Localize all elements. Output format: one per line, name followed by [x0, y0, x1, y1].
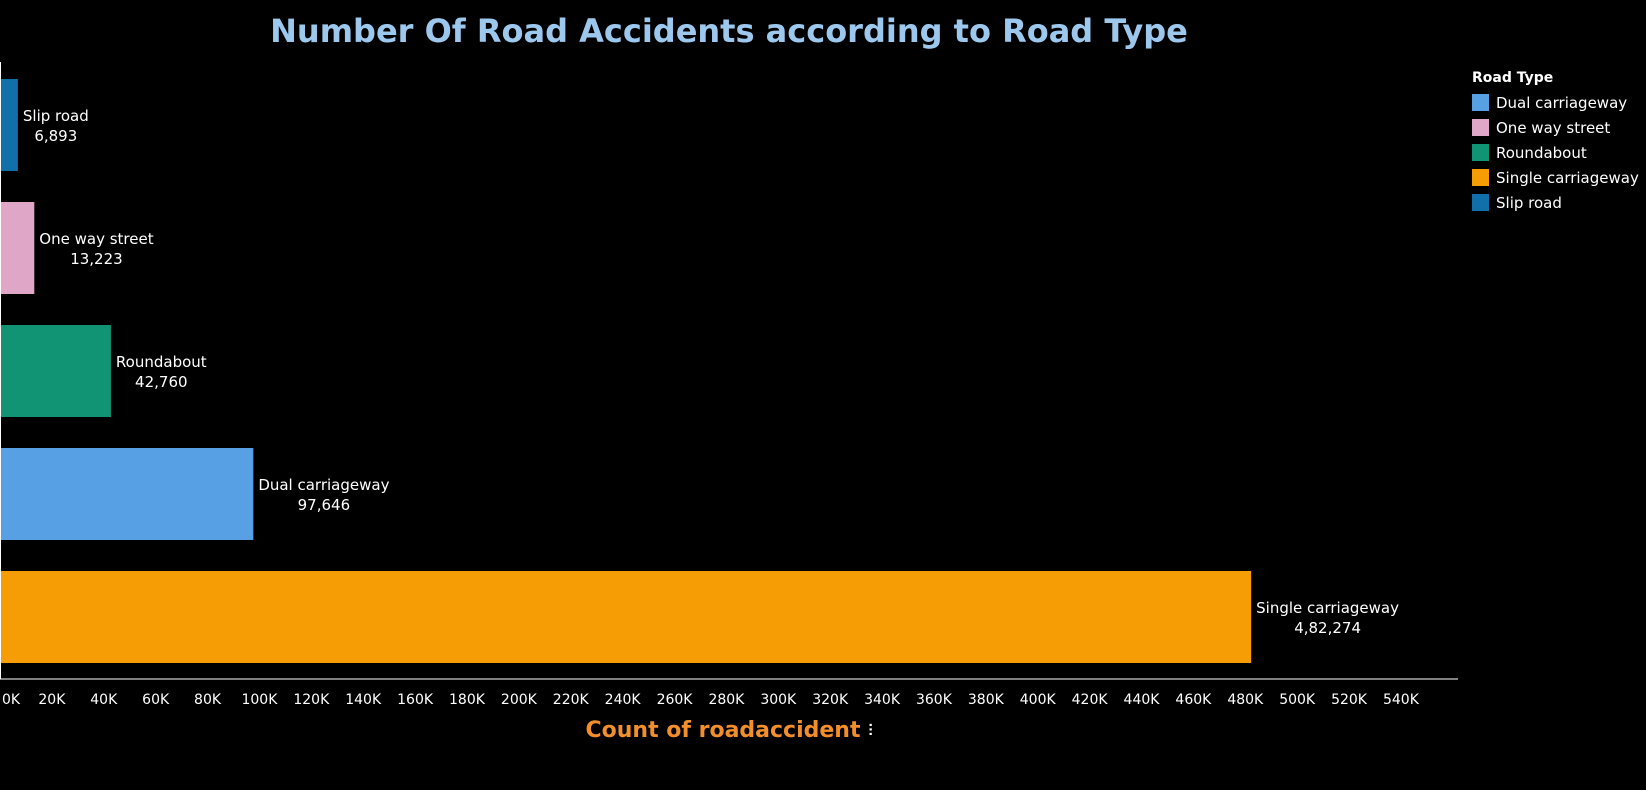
x-tick-label: 380K [968, 692, 1005, 708]
x-tick-label: 260K [657, 692, 694, 708]
bar-single-carriageway[interactable] [0, 571, 1252, 663]
legend-label: Slip road [1496, 193, 1562, 212]
x-tick-label: 60K [142, 692, 170, 708]
sort-descending-icon[interactable]: ⫶ [868, 721, 873, 740]
x-tick-label: 0K [2, 692, 21, 708]
legend-swatch [1472, 169, 1489, 186]
bar-label-value: 4,82,274 [1294, 619, 1361, 637]
chart-title: Number Of Road Accidents according to Ro… [270, 12, 1188, 50]
bar-roundabout[interactable] [0, 325, 111, 417]
legend-item-dual-carriageway[interactable]: Dual carriageway [1472, 90, 1639, 115]
legend-item-roundabout[interactable]: Roundabout [1472, 140, 1639, 165]
bar-chart: Slip road 6,893 One way street 13,223 Rounda… [0, 62, 1458, 708]
legend-label: Roundabout [1496, 143, 1587, 162]
x-tick-label: 480K [1227, 692, 1264, 708]
bar-label-value: 6,893 [34, 127, 77, 145]
bar-label-category: Slip road [23, 107, 89, 125]
bar-label-category: Roundabout [116, 353, 207, 371]
x-tick-label: 140K [345, 692, 382, 708]
x-tick-label: 520K [1331, 692, 1368, 708]
legend-item-single-carriageway[interactable]: Single carriageway [1472, 165, 1639, 190]
legend: Road Type Dual carriageway One way street… [1472, 70, 1639, 215]
bar-label-value: 13,223 [70, 250, 123, 268]
legend-swatch [1472, 144, 1489, 161]
x-tick-label: 320K [812, 692, 849, 708]
x-tick-label: 200K [501, 692, 538, 708]
legend-items: Dual carriageway One way street Roundabout… [1472, 90, 1639, 215]
legend-label: Single carriageway [1496, 168, 1639, 187]
x-tick-label: 340K [864, 692, 901, 708]
legend-swatch [1472, 119, 1489, 136]
x-tick-label: 240K [605, 692, 642, 708]
x-tick-label: 460K [1175, 692, 1212, 708]
x-tick-label: 300K [760, 692, 797, 708]
legend-item-slip-road[interactable]: Slip road [1472, 190, 1639, 215]
x-tick-label: 420K [1072, 692, 1109, 708]
x-tick-label: 40K [90, 692, 118, 708]
x-tick-label: 180K [449, 692, 486, 708]
x-tick-label: 500K [1279, 692, 1316, 708]
x-tick-label: 160K [397, 692, 434, 708]
legend-label: One way street [1496, 118, 1611, 137]
bar-label-value: 42,760 [135, 373, 188, 391]
x-axis-title[interactable]: Count of roadaccident ⫶ [0, 718, 1458, 743]
x-axis-title-text: Count of roadaccident [585, 718, 861, 743]
bar-label-category: One way street [39, 230, 153, 248]
x-tick-label: 80K [194, 692, 222, 708]
legend-swatch [1472, 194, 1489, 211]
x-tick-label: 360K [916, 692, 953, 708]
x-tick-label: 440K [1124, 692, 1161, 708]
legend-label: Dual carriageway [1496, 93, 1628, 112]
x-tick-label: 100K [241, 692, 278, 708]
bar-one-way-street[interactable] [0, 202, 35, 294]
legend-title: Road Type [1472, 70, 1554, 86]
bar-label-category: Single carriageway [1256, 599, 1399, 617]
x-tick-label: 280K [708, 692, 745, 708]
x-tick-label: 220K [553, 692, 590, 708]
x-tick-label: 540K [1383, 692, 1420, 708]
x-tick-label: 400K [1020, 692, 1057, 708]
bar-label-value: 97,646 [298, 496, 351, 514]
x-tick-label: 120K [293, 692, 330, 708]
bar-slip-road[interactable] [0, 79, 18, 171]
legend-item-one-way-street[interactable]: One way street [1472, 115, 1639, 140]
bar-dual-carriageway[interactable] [0, 448, 254, 540]
x-tick-label: 20K [38, 692, 66, 708]
bar-label-category: Dual carriageway [258, 476, 389, 494]
legend-swatch [1472, 94, 1489, 111]
